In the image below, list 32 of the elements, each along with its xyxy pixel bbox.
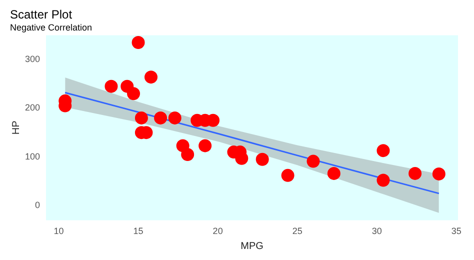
x-tick-label: 30 xyxy=(372,226,382,236)
y-tick-label: 100 xyxy=(24,151,40,162)
x-tick-label: 10 xyxy=(54,226,64,236)
point xyxy=(132,36,145,50)
point xyxy=(134,111,148,124)
point xyxy=(144,70,158,84)
y-tick-label: 300 xyxy=(24,54,40,64)
chart-title: Scatter Plot xyxy=(10,8,73,22)
point xyxy=(327,166,340,180)
point xyxy=(432,167,446,180)
point xyxy=(408,166,422,180)
point xyxy=(127,87,140,100)
point xyxy=(176,139,190,152)
point xyxy=(306,154,320,168)
point xyxy=(168,111,182,124)
point xyxy=(256,152,269,166)
x-tick-label: 20 xyxy=(212,226,223,236)
x-axis-title: MPG xyxy=(240,240,264,252)
point xyxy=(104,80,118,93)
point xyxy=(281,168,294,182)
point xyxy=(154,111,168,124)
y-tick-label: 0 xyxy=(35,200,40,210)
y-tick-label: 200 xyxy=(24,102,40,113)
x-tick-label: 25 xyxy=(292,226,302,236)
point xyxy=(235,152,248,165)
x-tick-label: 35 xyxy=(451,226,462,236)
point xyxy=(198,139,212,152)
y-axis-title: HP xyxy=(10,120,22,135)
chart-subtitle: Negative Correlation xyxy=(10,22,92,32)
x-tick-label: 15 xyxy=(133,226,144,236)
point xyxy=(376,144,390,158)
point xyxy=(376,174,390,187)
